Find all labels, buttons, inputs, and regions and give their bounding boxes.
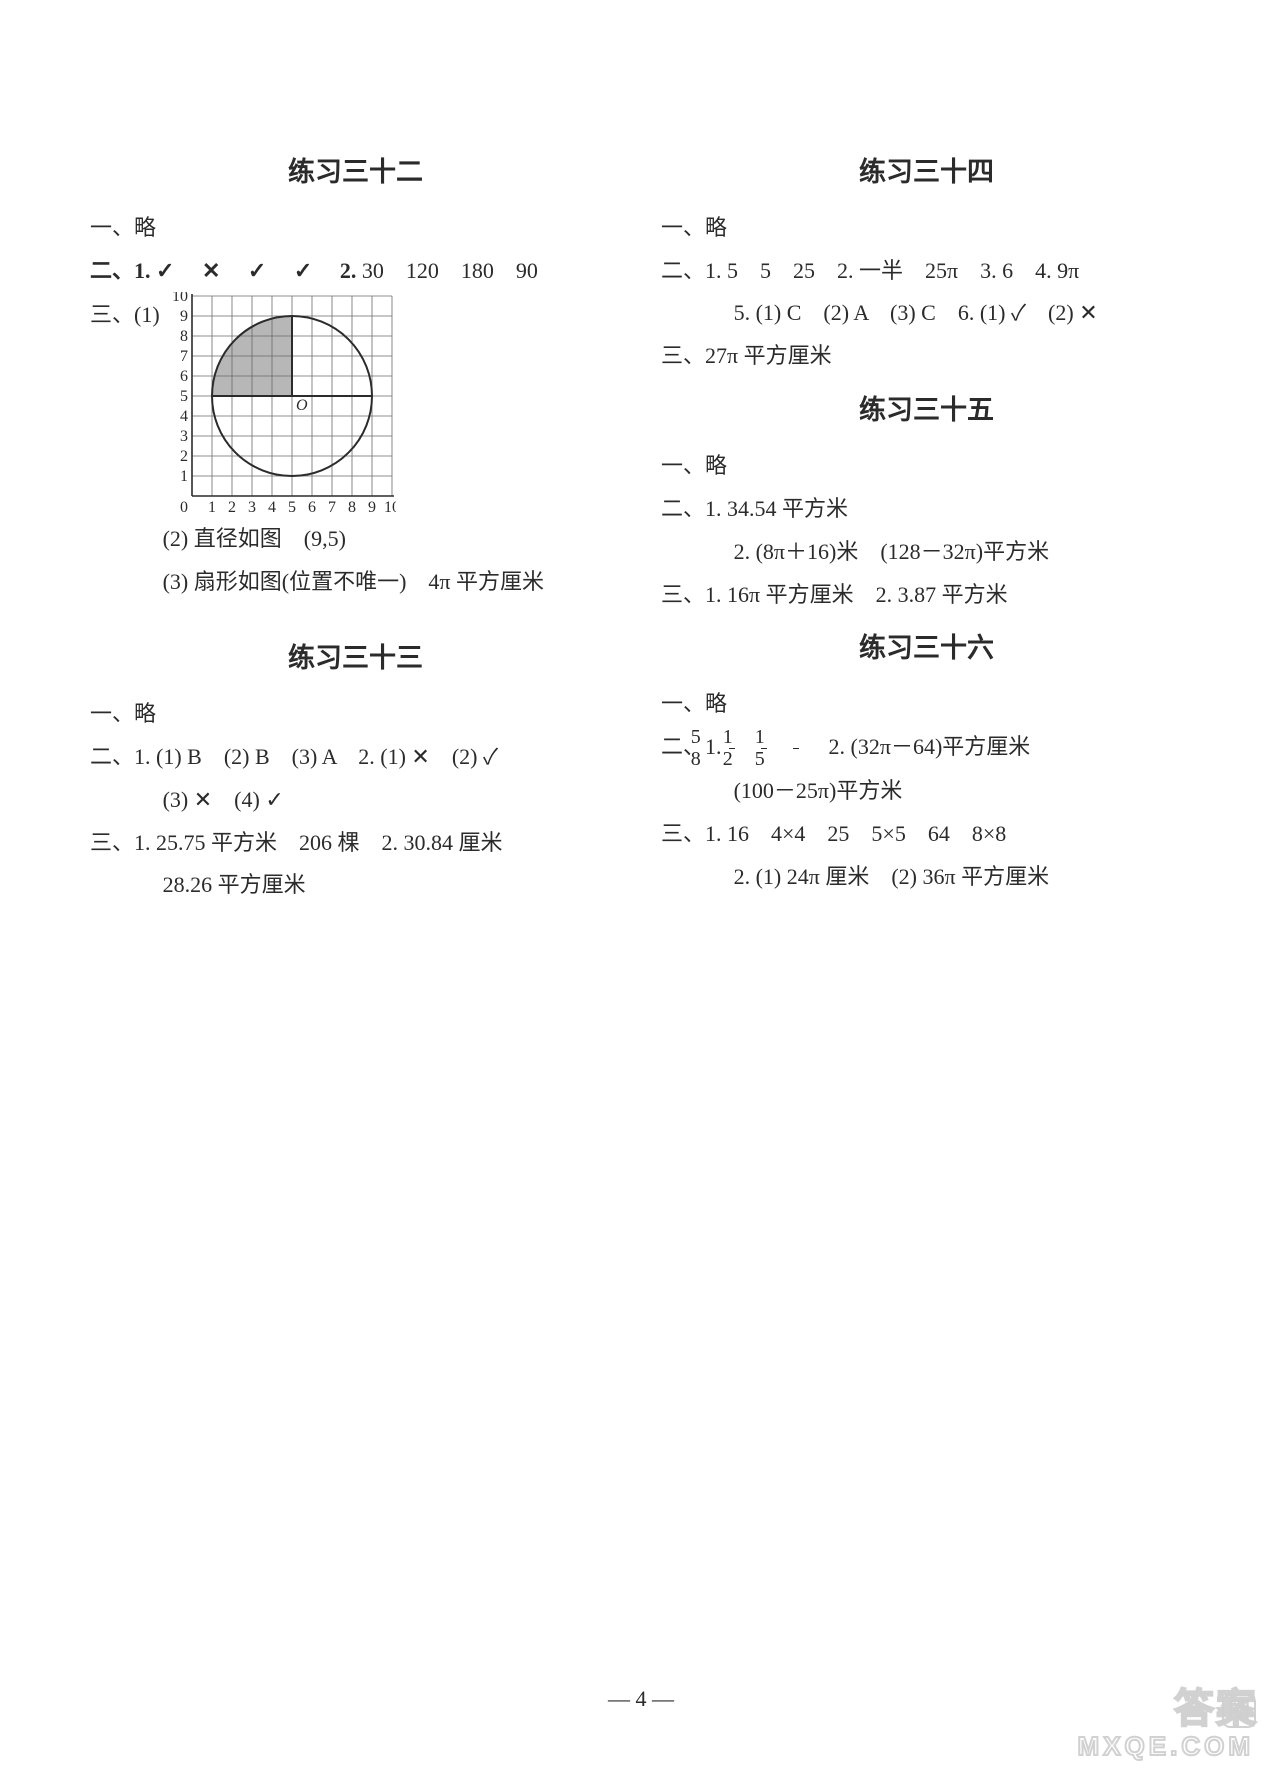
svg-text:5: 5 [180,388,188,405]
s36-line-3b: 2. (1) 24π 厘米 (2) 36π 平方厘米 [661,856,1192,899]
svg-text:3: 3 [248,499,256,516]
section-32-title: 练习三十二 [90,146,621,199]
svg-text:2: 2 [228,499,236,516]
svg-text:6: 6 [308,499,316,516]
s33-line-3: 三、1. 25.75 平方米 206 棵 2. 30.84 厘米 [90,822,621,865]
section-34-title: 练习三十四 [661,146,1192,199]
s34-line-3: 三、27π 平方厘米 [661,335,1192,378]
grid-chart: O12345678910123456789100 [166,292,396,518]
s35-line-2b: 2. (8π＋16)米 (128－32π)平方米 [661,531,1192,574]
right-column: 练习三十四 一、略 二、1. 5 5 25 2. 一半 25π 3. 6 4. … [661,140,1192,907]
svg-text:5: 5 [288,499,296,516]
svg-text:2: 2 [180,448,188,465]
s35-line-1: 一、略 [661,445,1192,488]
svg-text:3: 3 [180,428,188,445]
fraction: 15 [793,727,799,770]
svg-text:8: 8 [180,328,188,345]
s32-line-2: 二、1. ✓ ✕ ✓ ✓ 2. 30 120 180 90 [90,250,621,293]
svg-text:10: 10 [172,292,188,305]
left-column: 练习三十二 一、略 二、1. ✓ ✕ ✓ ✓ 2. 30 120 180 90 … [90,140,621,907]
s33-line-3b: 28.26 平方厘米 [90,864,621,907]
svg-text:1: 1 [208,499,216,516]
section-33-title: 练习三十三 [90,632,621,685]
s32-line-1: 一、略 [90,207,621,250]
s36-line-2b: (100－25π)平方米 [661,770,1192,813]
svg-text:0: 0 [180,499,188,516]
s32-line-4: (2) 直径如图 (9,5) [90,518,621,561]
s32-line-5: (3) 扇形如图(位置不唯一) 4π 平方厘米 [90,561,621,604]
svg-text:8: 8 [348,499,356,516]
page-number: — 4 — [0,1686,1282,1712]
s34-line-2: 二、1. 5 5 25 2. 一半 25π 3. 6 4. 9π [661,250,1192,293]
chart-container: O12345678910123456789100 [166,292,396,518]
page-content: 练习三十二 一、略 二、1. ✓ ✕ ✓ ✓ 2. 30 120 180 90 … [0,0,1282,967]
svg-text:7: 7 [328,499,336,516]
svg-text:1: 1 [180,468,188,485]
s34-line-2b: 5. (1) C (2) A (3) C 6. (1) ✓ (2) ✕ [661,292,1192,335]
s34-line-1: 一、略 [661,207,1192,250]
svg-text:4: 4 [180,408,188,425]
s32-line-3: 三、(1) O12345678910123456789100 [90,292,621,518]
svg-text:10: 10 [384,499,396,516]
s35-line-2: 二、1. 34.54 平方米 [661,488,1192,531]
s36-line-3: 三、1. 16 4×4 25 5×5 64 8×8 [661,813,1192,856]
s33-line-1: 一、略 [90,693,621,736]
section-35-title: 练习三十五 [661,384,1192,437]
svg-text:7: 7 [180,348,188,365]
svg-text:9: 9 [368,499,376,516]
svg-text:9: 9 [180,308,188,325]
svg-text:4: 4 [268,499,276,516]
s36-line-2: 二、1. 58 12 15 2. (32π－64)平方厘米 [661,726,1192,770]
fractions: 58 12 15 [727,734,801,759]
svg-text:O: O [296,397,308,414]
section-36-title: 练习三十六 [661,622,1192,675]
s33-line-2: 二、1. (1) B (2) B (3) A 2. (1) ✕ (2) ✓ [90,736,621,779]
watermark-badge: 圈 [1222,1694,1256,1728]
svg-text:6: 6 [180,368,188,385]
watermark-sub: MXQE.COM [1078,1731,1254,1762]
s35-line-3: 三、1. 16π 平方厘米 2. 3.87 平方米 [661,574,1192,617]
s36-line-1: 一、略 [661,683,1192,726]
s33-line-2b: (3) ✕ (4) ✓ [90,779,621,822]
